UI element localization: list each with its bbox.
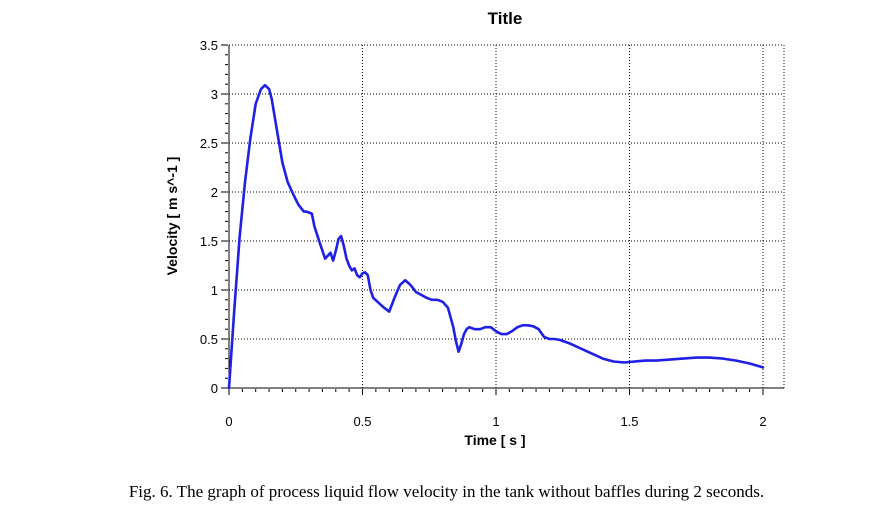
tick-labels: 0 0.5 1 1.5 2 0 0.5 1 1.5 2 2.5 3 3.5 [200, 38, 767, 429]
plot-area-border [228, 44, 785, 389]
y-tick-label: 3 [211, 87, 218, 102]
y-tick-label: 1.5 [200, 234, 218, 249]
y-tick-label: 2 [211, 185, 218, 200]
chart-title: Title [488, 9, 523, 28]
y-tick-label: 2.5 [200, 136, 218, 151]
velocity-series-line [227, 83, 765, 390]
y-tick-label: 3.5 [200, 38, 218, 53]
figure-caption: Fig. 6. The graph of process liquid flow… [128, 482, 765, 501]
axes [221, 44, 784, 395]
x-axis-label: Time [ s ] [464, 432, 525, 448]
y-tick-label: 1 [211, 283, 218, 298]
y-tick-label: 0 [211, 381, 218, 396]
line-chart: Title 0 0.5 1 1.5 2 0 0.5 1 1.5 2 2.5 3 3.5 Time [ s… [164, 9, 785, 448]
x-tick-label: 0 [225, 414, 232, 429]
x-tick-label: 2 [759, 414, 766, 429]
x-tick-label: 1 [492, 414, 499, 429]
x-tick-label: 0.5 [353, 414, 371, 429]
x-tick-label: 1.5 [620, 414, 638, 429]
y-tick-label: 0.5 [200, 332, 218, 347]
y-axis-label: Velocity [ m s^-1 ] [164, 157, 180, 276]
